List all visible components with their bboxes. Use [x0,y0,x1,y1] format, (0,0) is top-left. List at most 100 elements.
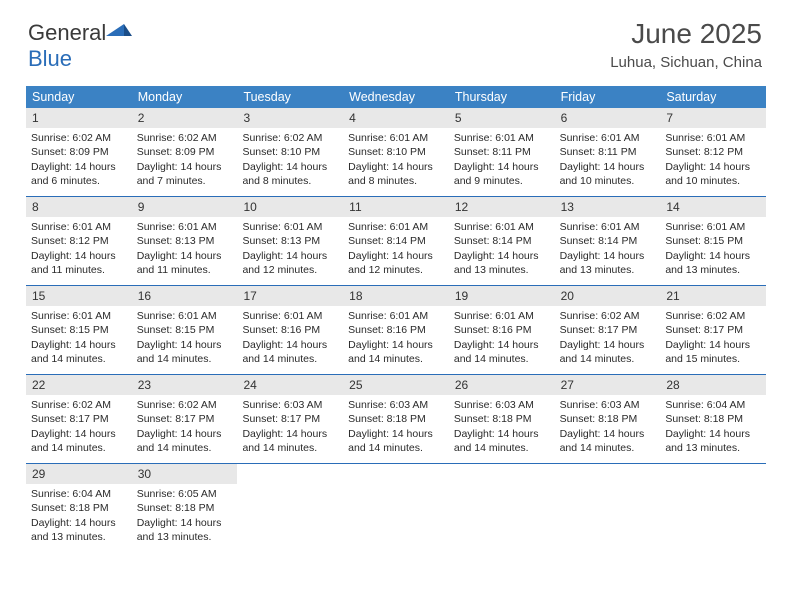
daylight-text: Daylight: 14 hours [31,338,127,352]
sunrise-text: Sunrise: 6:01 AM [242,309,338,323]
day-cell [449,464,555,552]
day-number: 11 [343,197,449,217]
day-number: 3 [237,108,343,128]
daylight-text: Daylight: 14 hours [665,249,761,263]
sunset-text: Sunset: 8:17 PM [665,323,761,337]
day-body: Sunrise: 6:01 AMSunset: 8:14 PMDaylight:… [555,220,661,282]
sunrise-text: Sunrise: 6:01 AM [454,309,550,323]
sunset-text: Sunset: 8:14 PM [560,234,656,248]
daylight-text: and 8 minutes. [348,174,444,188]
day-cell: 10Sunrise: 6:01 AMSunset: 8:13 PMDayligh… [237,197,343,285]
daylight-text: and 14 minutes. [137,352,233,366]
daylight-text: and 14 minutes. [137,441,233,455]
day-cell: 12 Sunrise: 6:01 AMSunset: 8:14 PMDayligh… [449,197,555,285]
location-text: Luhua, Sichuan, China [610,54,762,71]
daylight-text: Daylight: 14 hours [31,249,127,263]
day-body: Sunrise: 6:01 AMSunset: 8:16 PMDaylight:… [449,309,555,371]
day-body: Sunrise: 6:01 AMSunset: 8:16 PMDaylight:… [343,309,449,371]
sunrise-text: Sunrise: 6:01 AM [242,220,338,234]
sunrise-text: Sunrise: 6:01 AM [560,131,656,145]
day-number: 25 [343,375,449,395]
daylight-text: and 11 minutes. [31,263,127,277]
daylight-text: Daylight: 14 hours [242,338,338,352]
daylight-text: and 14 minutes. [560,352,656,366]
sunrise-text: Sunrise: 6:02 AM [31,131,127,145]
weekday-header: Friday [555,86,661,108]
sunrise-text: Sunrise: 6:02 AM [137,131,233,145]
day-body: Sunrise: 6:04 AMSunset: 8:18 PMDaylight:… [660,398,766,460]
daylight-text: and 14 minutes. [454,352,550,366]
sunrise-text: Sunrise: 6:02 AM [137,398,233,412]
day-number: 12 [449,197,555,217]
sunrise-text: Sunrise: 6:02 AM [665,309,761,323]
sunrise-text: Sunrise: 6:01 AM [454,220,550,234]
day-number: 1 [26,108,132,128]
day-cell: 28 Sunrise: 6:04 AMSunset: 8:18 PMDayligh… [660,375,766,463]
sunrise-text: Sunrise: 6:03 AM [348,398,444,412]
day-cell: 29Sunrise: 6:04 AMSunset: 8:18 PMDayligh… [26,464,132,552]
sunrise-text: Sunrise: 6:01 AM [348,220,444,234]
sunrise-text: Sunrise: 6:04 AM [665,398,761,412]
sunset-text: Sunset: 8:12 PM [665,145,761,159]
day-cell: 4Sunrise: 6:01 AMSunset: 8:10 PMDaylight… [343,108,449,196]
day-body: Sunrise: 6:03 AMSunset: 8:18 PMDaylight:… [449,398,555,460]
day-cell: 25 Sunrise: 6:03 AMSunset: 8:18 PMDayligh… [343,375,449,463]
daylight-text: and 13 minutes. [665,441,761,455]
daylight-text: and 13 minutes. [454,263,550,277]
daylight-text: Daylight: 14 hours [137,338,233,352]
day-number: 7 [660,108,766,128]
day-cell: 16Sunrise: 6:01 AMSunset: 8:15 PMDayligh… [132,286,238,374]
sunrise-text: Sunrise: 6:02 AM [242,131,338,145]
day-cell [660,464,766,552]
daylight-text: Daylight: 14 hours [454,427,550,441]
sunset-text: Sunset: 8:18 PM [665,412,761,426]
daylight-text: and 13 minutes. [665,263,761,277]
day-body: Sunrise: 6:01 AMSunset: 8:12 PMDaylight:… [26,220,132,282]
day-body: Sunrise: 6:03 AMSunset: 8:18 PMDaylight:… [555,398,661,460]
sunset-text: Sunset: 8:15 PM [31,323,127,337]
day-body: Sunrise: 6:04 AMSunset: 8:18 PMDaylight:… [26,487,132,549]
sunset-text: Sunset: 8:12 PM [31,234,127,248]
day-body: Sunrise: 6:02 AMSunset: 8:17 PMDaylight:… [132,398,238,460]
day-cell: 2Sunrise: 6:02 AMSunset: 8:09 PMDaylight… [132,108,238,196]
day-number: 26 [449,375,555,395]
day-cell: 19 Sunrise: 6:01 AMSunset: 8:16 PMDayligh… [449,286,555,374]
week-row: 15Sunrise: 6:01 AMSunset: 8:15 PMDayligh… [26,286,766,375]
day-body: Sunrise: 6:02 AMSunset: 8:17 PMDaylight:… [660,309,766,371]
logo-triangle-icon [106,20,132,45]
sunset-text: Sunset: 8:10 PM [242,145,338,159]
day-body: Sunrise: 6:03 AMSunset: 8:18 PMDaylight:… [343,398,449,460]
sunrise-text: Sunrise: 6:01 AM [31,220,127,234]
sunrise-text: Sunrise: 6:01 AM [137,220,233,234]
daylight-text: Daylight: 14 hours [348,160,444,174]
day-number: 28 [660,375,766,395]
daylight-text: and 12 minutes. [348,263,444,277]
sunset-text: Sunset: 8:13 PM [137,234,233,248]
day-body: Sunrise: 6:01 AMSunset: 8:14 PMDaylight:… [449,220,555,282]
day-number: 9 [132,197,238,217]
sunrise-text: Sunrise: 6:04 AM [31,487,127,501]
daylight-text: Daylight: 14 hours [454,338,550,352]
day-cell: 18Sunrise: 6:01 AMSunset: 8:16 PMDayligh… [343,286,449,374]
day-number: 8 [26,197,132,217]
day-number: 2 [132,108,238,128]
week-row: 29Sunrise: 6:04 AMSunset: 8:18 PMDayligh… [26,464,766,552]
sunrise-text: Sunrise: 6:01 AM [348,131,444,145]
sunset-text: Sunset: 8:15 PM [137,323,233,337]
day-cell [237,464,343,552]
day-body: Sunrise: 6:01 AMSunset: 8:13 PMDaylight:… [132,220,238,282]
day-number: 19 [449,286,555,306]
sunset-text: Sunset: 8:17 PM [242,412,338,426]
day-cell: 1 Sunrise: 6:02 AMSunset: 8:09 PMDaylight… [26,108,132,196]
sunrise-text: Sunrise: 6:02 AM [31,398,127,412]
day-cell: 17Sunrise: 6:01 AMSunset: 8:16 PMDayligh… [237,286,343,374]
daylight-text: and 14 minutes. [348,441,444,455]
daylight-text: Daylight: 14 hours [31,427,127,441]
day-cell: 8 Sunrise: 6:01 AMSunset: 8:12 PMDaylight… [26,197,132,285]
month-title: June 2025 [610,18,762,50]
day-body: Sunrise: 6:01 AMSunset: 8:13 PMDaylight:… [237,220,343,282]
sunrise-text: Sunrise: 6:01 AM [31,309,127,323]
sunrise-text: Sunrise: 6:05 AM [137,487,233,501]
day-body: Sunrise: 6:02 AMSunset: 8:09 PMDaylight:… [26,131,132,193]
daylight-text: Daylight: 14 hours [348,249,444,263]
